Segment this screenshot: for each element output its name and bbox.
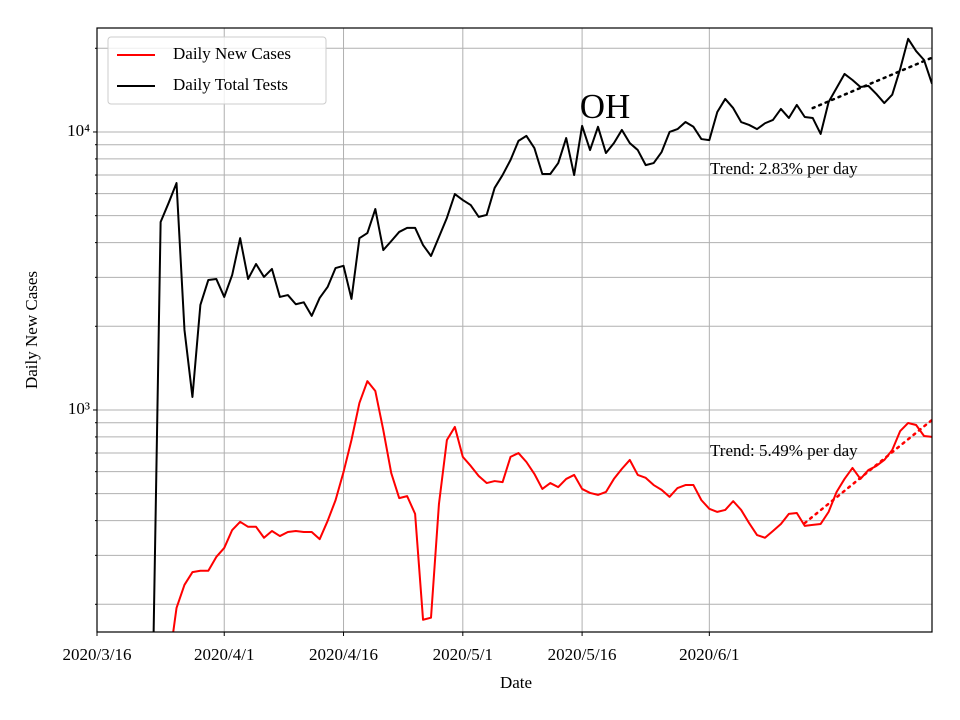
data-line xyxy=(152,37,932,632)
y-axis-label: Daily New Cases xyxy=(22,271,41,389)
plot-lines xyxy=(152,37,932,632)
x-axis-label: Date xyxy=(500,673,532,692)
x-tick-label: 2020/5/1 xyxy=(433,645,493,664)
x-tick-label: 2020/3/16 xyxy=(63,645,132,664)
axes: 10³ 10⁴ 2020/3/16 2020/4/1 2020/4/16 2020/5/1… xyxy=(63,47,740,664)
trend-line xyxy=(803,418,932,525)
trend-label: Trend: 5.49% per day xyxy=(710,441,858,460)
x-tick-label: 2020/6/1 xyxy=(679,645,739,664)
x-tick-label: 2020/4/1 xyxy=(194,645,254,664)
x-tick-label: 2020/5/16 xyxy=(548,645,617,664)
y-tick-label: 10³ xyxy=(68,399,90,418)
trend-line xyxy=(811,56,932,110)
trend-label: Trend: 2.83% per day xyxy=(710,159,858,178)
data-line xyxy=(172,380,932,632)
legend: Daily New Cases Daily Total Tests xyxy=(107,36,327,105)
plot-frame xyxy=(96,27,933,633)
grid xyxy=(96,28,932,632)
chart-title: OH xyxy=(580,87,631,126)
legend-label: Daily New Cases xyxy=(173,44,291,63)
legend-box xyxy=(107,36,327,105)
legend-label: Daily Total Tests xyxy=(173,75,288,94)
x-tick-label: 2020/4/16 xyxy=(309,645,378,664)
y-tick-label: 10⁴ xyxy=(67,121,90,140)
